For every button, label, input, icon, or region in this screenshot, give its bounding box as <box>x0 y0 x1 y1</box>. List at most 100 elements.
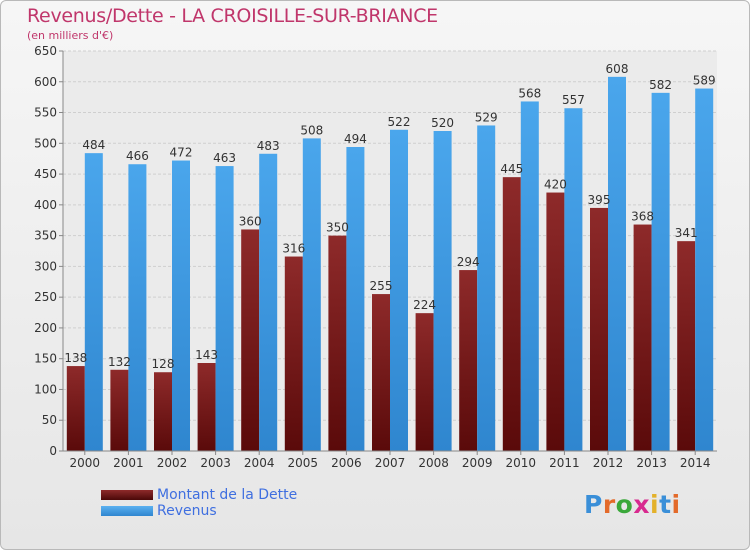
x-tick-label: 2008 <box>418 456 449 470</box>
legend-label-revenus: Revenus <box>157 503 217 519</box>
data-label-dette: 420 <box>544 178 567 192</box>
data-label-dette: 445 <box>500 162 523 176</box>
data-label-revenus: 529 <box>475 110 498 124</box>
bar-revenus <box>346 147 365 451</box>
y-tick-label: 0 <box>49 444 57 458</box>
y-tick-label: 50 <box>42 413 57 427</box>
data-label-dette: 341 <box>675 226 698 240</box>
y-tick-label: 350 <box>34 229 57 243</box>
y-tick-label: 500 <box>34 136 57 150</box>
bar-revenus <box>608 76 626 451</box>
y-tick-label: 450 <box>34 167 57 181</box>
bar-dette <box>284 256 303 451</box>
bar-dette <box>415 313 434 451</box>
data-label-revenus: 463 <box>213 151 236 165</box>
x-tick-label: 2014 <box>680 456 711 470</box>
bar-revenus <box>477 125 496 451</box>
y-tick-label: 200 <box>34 321 57 335</box>
data-label-dette: 395 <box>588 193 611 207</box>
x-tick-label: 2013 <box>636 456 667 470</box>
data-label-dette: 360 <box>239 214 262 228</box>
y-tick-label: 100 <box>34 382 57 396</box>
x-tick-label: 2010 <box>506 456 537 470</box>
bar-dette <box>590 207 608 451</box>
bar-revenus <box>433 131 452 451</box>
logo-letter: i <box>671 490 681 519</box>
x-tick-label: 2003 <box>200 456 231 470</box>
data-label-dette: 224 <box>413 298 436 312</box>
bar-dette <box>197 363 216 451</box>
logo-letter: t <box>659 490 672 519</box>
logo-letter: o <box>615 490 634 519</box>
chart-title: Revenus/Dette - LA CROISILLE-SUR-BRIANCE <box>27 5 438 27</box>
bar-dette <box>110 369 129 451</box>
y-tick-label: 650 <box>34 44 57 58</box>
data-label-revenus: 589 <box>693 74 716 88</box>
y-tick-label: 600 <box>34 75 57 89</box>
bar-revenus <box>564 108 583 451</box>
x-axis: 2000 2001 2002 2003 2004 2005 2006 2007 2008 2009… <box>63 450 717 470</box>
data-label-dette: 255 <box>370 279 393 293</box>
data-label-revenus: 568 <box>518 86 541 100</box>
bar-revenus <box>651 92 670 451</box>
bar-revenus <box>390 129 408 451</box>
bar-revenus <box>302 138 321 451</box>
data-labels: 138 484 132 466 128 472 143 463 360 483 316 508 350 4… <box>64 62 715 371</box>
bar-dette <box>328 235 347 451</box>
x-tick-label: 2002 <box>157 456 188 470</box>
bar-dette <box>66 366 85 451</box>
data-label-revenus: 466 <box>126 149 149 163</box>
logo-letter: r <box>602 490 616 519</box>
y-tick-label: 150 <box>34 352 57 366</box>
bars <box>66 76 714 452</box>
data-label-dette: 350 <box>326 221 349 235</box>
x-tick-label: 2001 <box>113 456 144 470</box>
x-tick-label: 2005 <box>288 456 319 470</box>
bar-revenus <box>695 88 714 452</box>
y-axis: 0 50 100 150 200 250 300 350 400 450 500 550 600 650 <box>34 44 64 458</box>
data-label-revenus: 582 <box>649 78 672 92</box>
data-label-dette: 138 <box>64 351 87 365</box>
data-label-dette: 294 <box>457 255 480 269</box>
legend-swatch-revenus <box>101 506 153 516</box>
data-label-dette: 128 <box>152 357 175 371</box>
data-label-revenus: 484 <box>82 138 105 152</box>
chart-subtitle: (en milliers d'€) <box>27 29 114 42</box>
legend-swatch-dette <box>101 490 153 500</box>
bar-dette <box>502 177 521 451</box>
data-label-revenus: 520 <box>431 116 454 130</box>
data-label-dette: 132 <box>108 355 131 369</box>
x-tick-label: 2011 <box>549 456 580 470</box>
data-label-revenus: 608 <box>606 62 629 76</box>
x-tick-label: 2006 <box>331 456 362 470</box>
data-label-revenus: 472 <box>170 146 193 160</box>
logo-letter: x <box>633 490 650 519</box>
bar-revenus <box>215 166 234 452</box>
x-tick-label: 2004 <box>244 456 275 470</box>
y-tick-label: 400 <box>34 198 57 212</box>
bar-revenus <box>172 160 190 452</box>
bar-dette <box>154 372 172 451</box>
bar-revenus <box>84 153 103 451</box>
data-label-dette: 316 <box>282 242 305 256</box>
proxiti-logo: Proxiti <box>584 490 681 519</box>
logo-letter: i <box>650 490 660 519</box>
data-label-revenus: 522 <box>388 115 411 129</box>
bar-dette <box>459 270 478 451</box>
data-label-revenus: 494 <box>344 132 367 146</box>
logo-letter: P <box>584 490 603 519</box>
bar-dette <box>372 294 390 451</box>
bar-dette <box>677 241 696 451</box>
data-label-dette: 368 <box>631 210 654 224</box>
bar-revenus <box>128 164 147 451</box>
legend-label-dette: Montant de la Dette <box>157 487 298 503</box>
x-tick-label: 2009 <box>462 456 493 470</box>
x-tick-label: 2000 <box>70 456 101 470</box>
bar-dette <box>241 229 260 451</box>
y-tick-label: 250 <box>34 290 57 304</box>
data-label-revenus: 483 <box>257 139 280 153</box>
data-label-revenus: 557 <box>562 93 585 107</box>
bar-revenus <box>520 101 539 451</box>
x-tick-label: 2007 <box>375 456 406 470</box>
